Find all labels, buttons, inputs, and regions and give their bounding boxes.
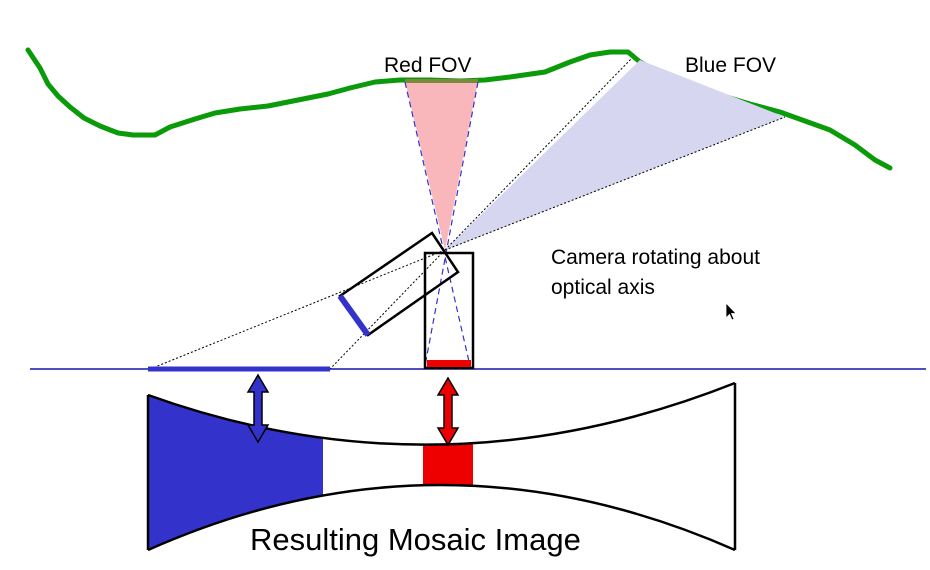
mosaic-red-region [423,440,473,490]
mouse-pointer-icon [726,303,736,320]
camera-upright [425,253,473,368]
blue-image-ray-left [150,250,445,369]
blue-fov-label: Blue FOV [685,54,776,77]
camera-upright-sensor [427,360,471,367]
camera-caption-line1: Camera rotating about [551,246,760,269]
camera-caption-line2: optical axis [551,276,655,299]
blue-fov-wedge [445,60,785,250]
red-fov-wedge [405,81,478,250]
red-double-arrow [438,378,458,445]
red-fov-label: Red FOV [384,54,472,77]
camera-rotated-sensor [340,296,368,335]
mosaic-caption: Resulting Mosaic Image [250,522,581,557]
